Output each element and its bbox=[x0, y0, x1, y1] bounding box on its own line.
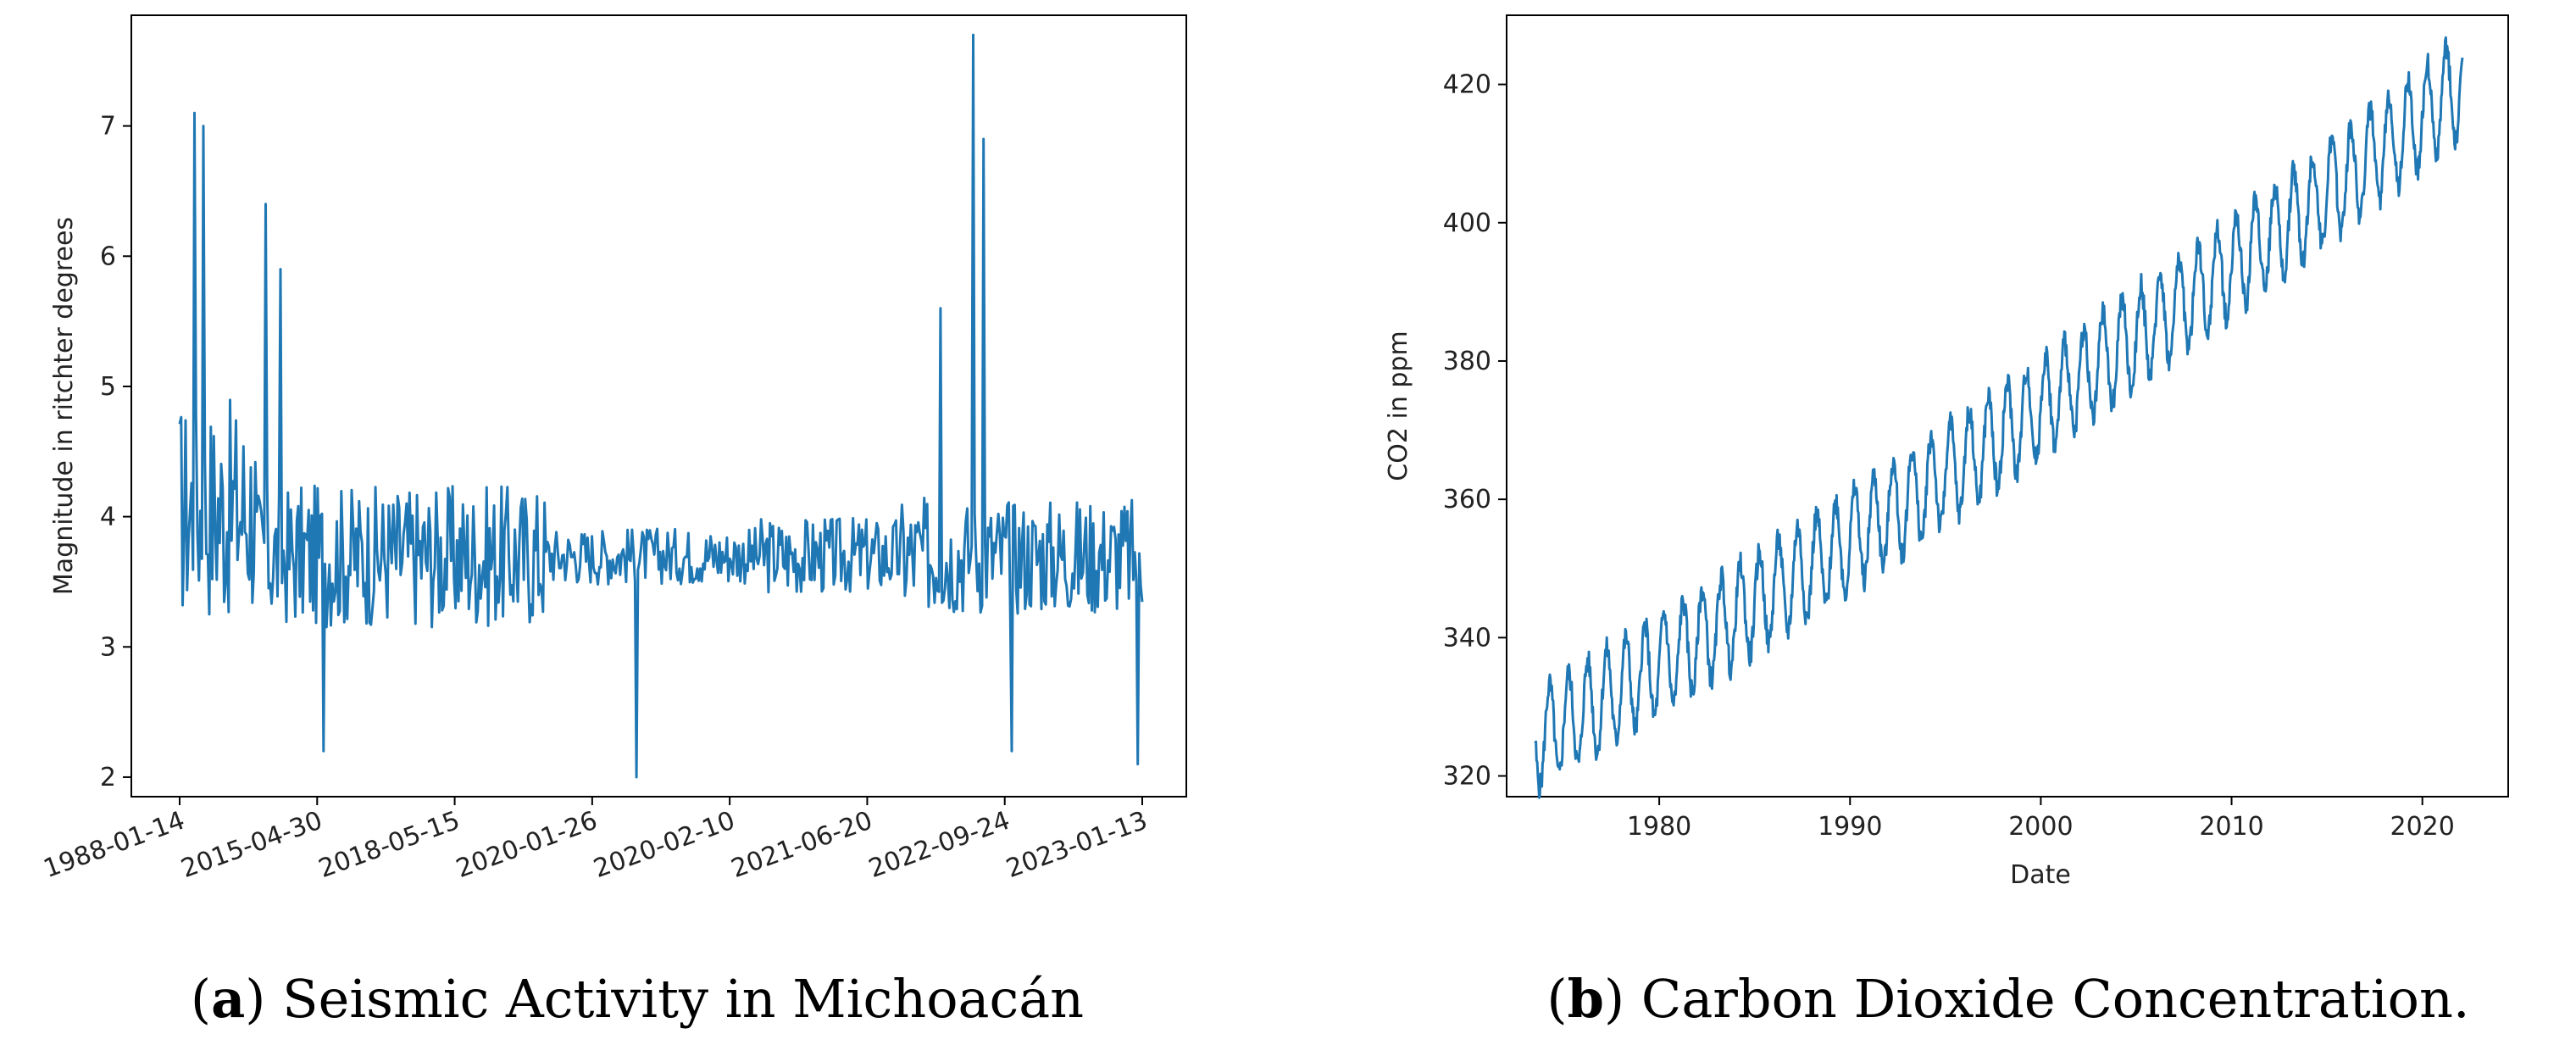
seismic-x-tick-label: 2020-02-10 bbox=[590, 806, 739, 885]
seismic-x-tick-label: 2020-01-26 bbox=[452, 806, 602, 885]
seismic-y-tick-label: 6 bbox=[100, 242, 116, 271]
seismic-plot-frame bbox=[130, 14, 1187, 798]
co2-y-axis-label: CO2 in ppm bbox=[1384, 331, 1413, 481]
co2-y-tick-label: 320 bbox=[1443, 762, 1491, 792]
seismic-x-tick-label: 2015-04-30 bbox=[177, 806, 326, 885]
co2-y-tick-label: 360 bbox=[1443, 485, 1491, 514]
seismic-x-tick-label: 2021-06-20 bbox=[727, 806, 876, 885]
co2-y-tick-label: 400 bbox=[1443, 208, 1491, 238]
seismic-y-tick-label: 3 bbox=[100, 632, 116, 662]
seismic-x-tick-label: 2022-09-24 bbox=[865, 806, 1014, 885]
seismic-x-tick-label: 1988-01-14 bbox=[40, 806, 189, 885]
co2-x-axis-label: Date bbox=[2010, 860, 2071, 890]
seismic-series bbox=[178, 33, 1144, 779]
co2-x-tick-label: 2000 bbox=[2008, 812, 2073, 842]
seismic-x-ticks: 1988-01-142015-04-302018-05-152020-01-26… bbox=[40, 797, 1152, 884]
co2-x-ticks: 1980 1990 2000 2010 2020 bbox=[1627, 797, 2455, 842]
caption-a: (a) Seismic Activity in Michoacán bbox=[191, 968, 1084, 1030]
co2-x-tick-label: 1980 bbox=[1627, 812, 1691, 842]
seismic-x-tick-label: 2018-05-15 bbox=[314, 806, 464, 885]
seismic-x-tick-label: 2023-01-13 bbox=[1002, 806, 1152, 885]
seismic-y-tick-label: 2 bbox=[100, 763, 116, 792]
co2-plot-frame bbox=[1506, 14, 2509, 798]
co2-x-tick-label: 2020 bbox=[2390, 812, 2455, 842]
co2-y-tick-label: 420 bbox=[1443, 70, 1491, 100]
co2-concentration-line bbox=[1534, 36, 2464, 799]
co2-series bbox=[1534, 36, 2464, 799]
co2-y-tick-label: 380 bbox=[1443, 347, 1491, 376]
caption-b: (b) Carbon Dioxide Concentration. bbox=[1546, 968, 2469, 1030]
co2-x-tick-label: 1990 bbox=[1818, 812, 1882, 842]
seismic-y-tick-label: 5 bbox=[100, 372, 116, 402]
co2-y-ticks: 320 340 360 380 400 420 bbox=[1443, 70, 1507, 792]
seismic-magnitude-line bbox=[178, 33, 1144, 779]
seismic-y-axis-label: Magnitude in ritchter degrees bbox=[49, 217, 79, 595]
co2-x-tick-label: 2010 bbox=[2199, 812, 2263, 842]
seismic-y-ticks: 2 3 4 5 6 7 bbox=[100, 112, 131, 792]
seismic-y-tick-label: 4 bbox=[100, 503, 116, 532]
seismic-y-tick-label: 7 bbox=[100, 112, 116, 142]
co2-y-tick-label: 340 bbox=[1443, 623, 1491, 653]
